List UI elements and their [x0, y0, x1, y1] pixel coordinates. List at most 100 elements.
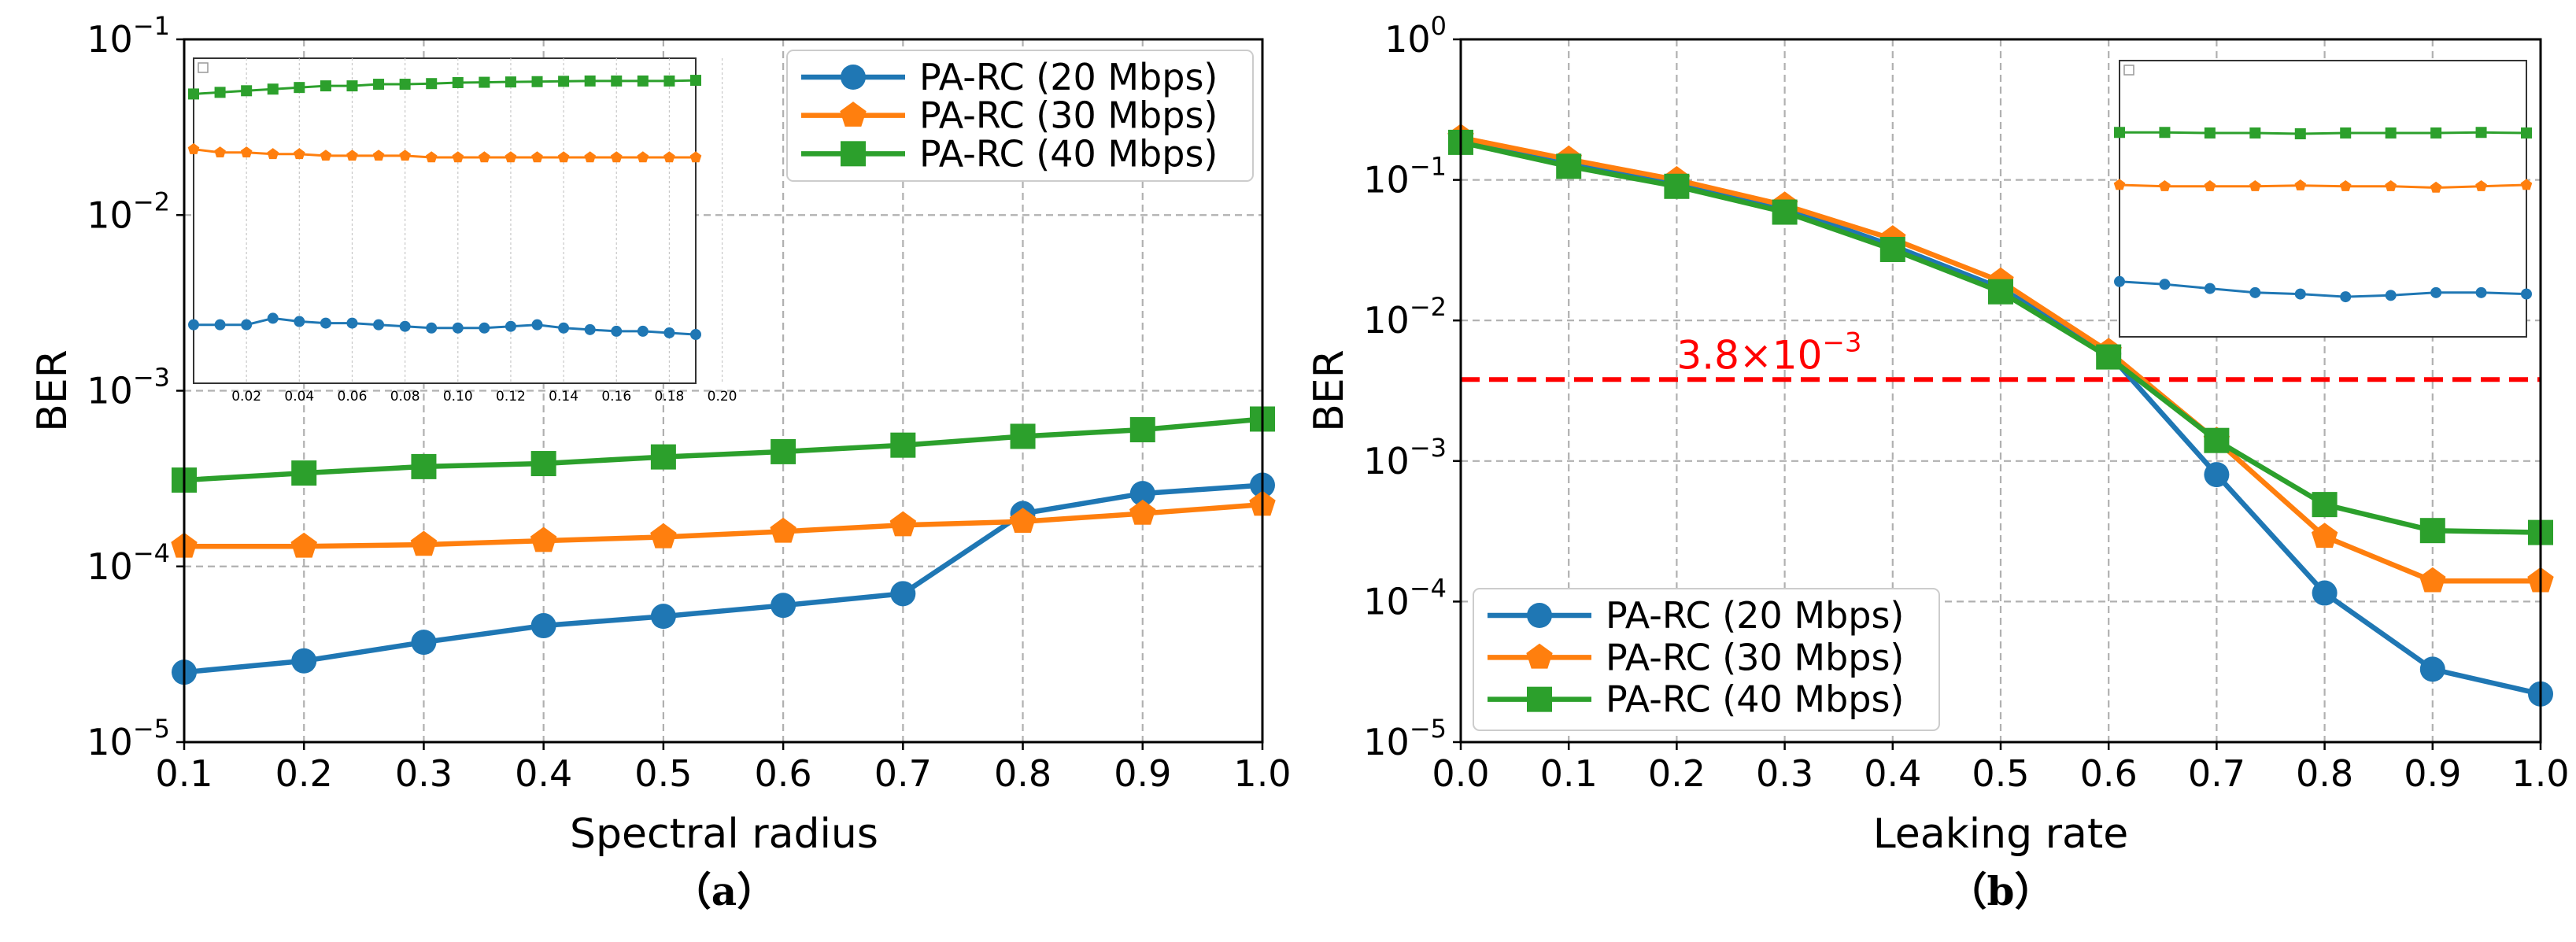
inset-data-point [558, 322, 570, 334]
series-3 [1448, 129, 2553, 545]
inset-data-point [558, 76, 570, 87]
inset-data-point [399, 150, 411, 161]
y-tick-base: 10 [1363, 721, 1410, 763]
data-point [1556, 153, 1582, 179]
x-tick-label: 0.9 [2404, 752, 2461, 795]
x-tick-label: 0.7 [874, 752, 932, 795]
y-tick-exponent: −3 [1410, 433, 1447, 463]
inset-data-point [372, 150, 385, 161]
x-tick-label: 0.2 [1648, 752, 1706, 795]
inset-data-point [2475, 180, 2487, 191]
inset-data-point [2249, 127, 2261, 139]
inset-data-point [2204, 127, 2216, 139]
inset-data-point [294, 82, 305, 94]
legend-label: PA-RC (20 Mbps) [1606, 594, 1904, 637]
data-point [530, 613, 556, 639]
inset-legend-box [198, 62, 209, 73]
y-tick-base: 10 [1363, 580, 1410, 622]
inset-data-point [2159, 180, 2171, 191]
x-tick-label: 0.3 [1756, 752, 1813, 795]
data-point [1772, 199, 1798, 225]
legend-marker [1526, 643, 1553, 669]
inset-data-point [2113, 179, 2126, 190]
y-tick-base: 10 [87, 721, 133, 763]
legend-label: PA-RC (40 Mbps) [919, 132, 1218, 175]
inset-data-point [2204, 283, 2216, 294]
inset-legend-box [2123, 65, 2134, 76]
inset-data-point [2475, 286, 2487, 298]
inset-series-line [2119, 280, 2527, 298]
inset-data-point [531, 319, 543, 331]
series-1 [172, 472, 1275, 685]
y-tick-label: 10−5 [87, 714, 170, 763]
data-point [290, 532, 317, 558]
inset-data-point [267, 312, 279, 324]
inset-x-tick-label: 0.16 [601, 389, 631, 405]
inset-data-point [425, 151, 438, 163]
x-tick-label: 0.6 [2080, 752, 2138, 795]
inset-data-point [214, 146, 226, 157]
inset-series-3 [2114, 127, 2532, 140]
inset-data-point [2521, 127, 2532, 139]
inset-data-point [267, 148, 279, 160]
inset-data-point [663, 151, 675, 163]
inset-data-point [241, 319, 253, 331]
inset-data-point [188, 88, 199, 100]
inset-data-point [2249, 180, 2261, 191]
inset-x-tick-label: 0.08 [390, 389, 420, 405]
inset-data-point [188, 319, 199, 331]
data-point [1129, 499, 1156, 525]
y-tick-exponent: −2 [1410, 292, 1447, 322]
y-tick-base: 10 [1363, 299, 1410, 342]
data-point [2419, 656, 2445, 682]
legend: PA-RC (20 Mbps)PA-RC (30 Mbps)PA-RC (40 … [1473, 588, 1940, 731]
data-point [1010, 423, 1036, 449]
inset-series-2 [187, 142, 702, 163]
inset-data-point [452, 322, 464, 334]
inset-data-point [426, 322, 438, 334]
inset-data-point [2294, 179, 2307, 190]
inset-data-point [399, 320, 411, 332]
inset-data-point [2430, 286, 2442, 298]
panel-b: 3.8×10−30.0 0.1 0.2 0.3 0.4 0.5 0.6 0.7 0.8 0.9 1.… [1306, 11, 2570, 914]
series-line [184, 501, 1263, 549]
y-tick-base: 10 [87, 370, 133, 412]
inset-x-tick-label: 0.04 [284, 389, 314, 405]
inset-data-point [346, 80, 358, 92]
data-point [291, 648, 317, 674]
inset-x-tick-label: 0.20 [708, 389, 737, 405]
series-3 [172, 406, 1275, 493]
inset-data-point [584, 75, 596, 87]
inset-data-point [2385, 127, 2397, 139]
threshold-label: 3.8×10−3 [1676, 327, 1861, 378]
y-tick-label: 10−2 [87, 187, 170, 236]
data-point [411, 453, 437, 479]
y-tick-exponent: −1 [1410, 152, 1447, 182]
data-point [890, 581, 916, 607]
inset-data-point [689, 151, 702, 163]
inset-series-1 [2114, 275, 2532, 303]
y-tick-label: 10−1 [87, 11, 170, 61]
inset-x-tick-label: 0.18 [654, 389, 684, 405]
panel-a: 0.1 0.2 0.3 0.4 0.5 0.6 0.7 0.8 0.9 1.010−510−410… [29, 11, 1292, 914]
inset-series-3 [188, 75, 701, 100]
inset-data-point [373, 319, 385, 331]
inset-x-tick-label: 0.12 [496, 389, 526, 405]
data-point [889, 511, 917, 537]
inset-data-point [214, 87, 226, 98]
inset-data-point [690, 329, 701, 341]
series-line [183, 482, 1263, 675]
inset-data-point [2385, 180, 2397, 191]
inset-data-point [479, 76, 490, 88]
data-point [1879, 236, 1905, 262]
y-tick-exponent: −5 [1410, 714, 1447, 744]
inset-data-point [611, 75, 623, 87]
threshold-label-exponent: −3 [1822, 327, 1861, 358]
inset-data-point [531, 76, 543, 87]
data-point [650, 444, 676, 470]
legend-label: PA-RC (30 Mbps) [919, 94, 1218, 137]
legend-marker [841, 141, 866, 167]
x-tick-label: 0.7 [2188, 752, 2245, 795]
x-tick-label: 0.4 [1864, 752, 1921, 795]
inset: 0.02 0.04 0.06 0.08 0.10 0.12 0.14 0.16 0.18 0.20 [187, 57, 737, 405]
